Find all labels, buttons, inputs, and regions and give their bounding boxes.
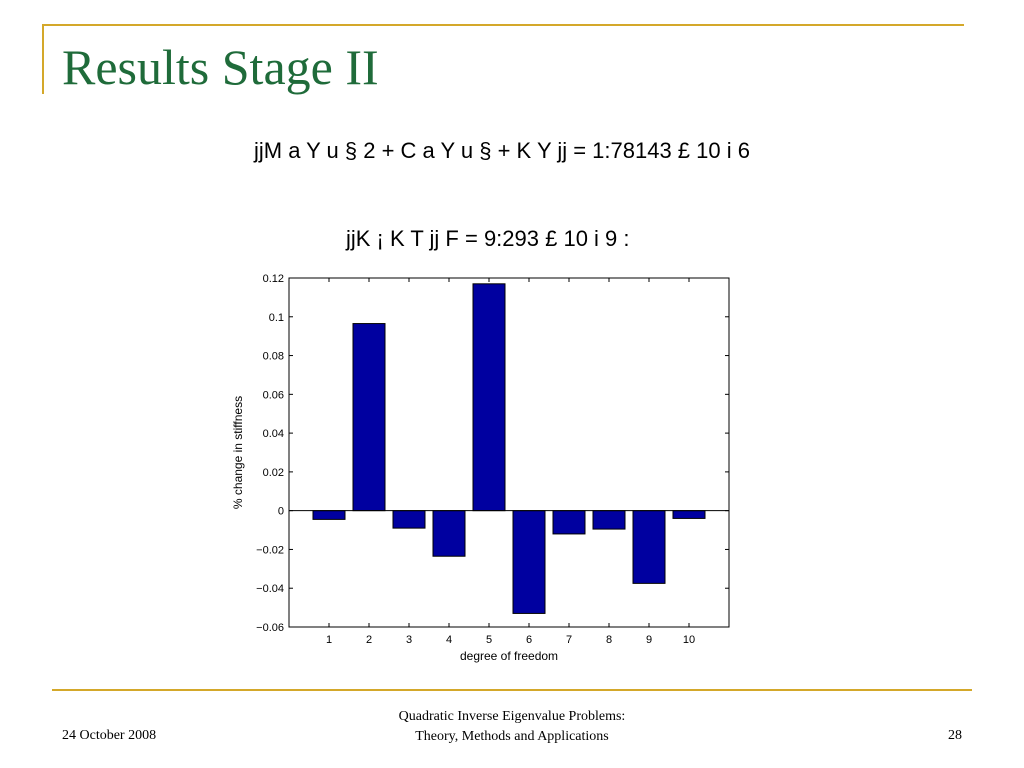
x-tick-label: 4 — [446, 634, 452, 646]
bar-dof-5 — [472, 283, 506, 512]
equation-frobenius-norm: jjK ¡ K T jj F = 9:293 £ 10 i 9 : — [346, 226, 630, 251]
x-tick-label: 3 — [406, 634, 412, 646]
plot-frame — [288, 277, 730, 628]
y-tick-label: 0.02 — [263, 467, 284, 479]
left-rule — [42, 24, 44, 94]
bars — [312, 283, 706, 614]
bar-dof-2 — [352, 323, 386, 512]
y-tick-label: −0.04 — [256, 583, 284, 595]
bar-dof-8 — [592, 510, 626, 530]
y-tick-label: 0 — [278, 506, 284, 518]
x-axis-label: degree of freedom — [460, 649, 558, 663]
bar-dof-7 — [552, 510, 586, 535]
y-tick-label: 0.08 — [263, 351, 284, 363]
bar-dof-6 — [512, 510, 546, 614]
x-tick-label: 5 — [486, 634, 492, 646]
y-tick-label: −0.06 — [256, 622, 284, 634]
y-tick-labels: 0.12 0.1 0.08 0.06 0.04 0.02 0 −0.02 −0.04 −0.06 — [256, 273, 729, 634]
x-tick-labels: 1 2 3 4 5 6 7 8 9 10 — [326, 278, 695, 646]
footer-rule — [52, 689, 972, 691]
y-axis-label: % change in stiffness — [231, 396, 245, 509]
bar-dof-4 — [432, 510, 466, 557]
footer-title-line-2: Theory, Methods and Applications — [415, 729, 609, 744]
top-rule — [42, 24, 964, 26]
y-tick-label: −0.02 — [256, 544, 284, 556]
y-tick-label: 0.06 — [263, 389, 284, 401]
footer-title: Quadratic Inverse Eigenvalue Problems: T… — [312, 707, 712, 747]
bar-dof-1 — [312, 510, 346, 520]
bar-dof-9 — [632, 510, 666, 584]
y-tick-label: 0.12 — [263, 273, 284, 285]
footer-title-line-1: Quadratic Inverse Eigenvalue Problems: — [398, 709, 626, 724]
equation-residual: jjM a Y u § 2 + C a Y u § + K Y jj = 1:7… — [254, 138, 750, 163]
y-tick-label: 0.1 — [269, 312, 284, 324]
x-tick-label: 1 — [326, 634, 332, 646]
bar-dof-3 — [392, 510, 426, 529]
x-tick-label: 9 — [646, 634, 652, 646]
bar-dof-10 — [672, 510, 706, 519]
x-tick-label: 6 — [526, 634, 532, 646]
x-tick-label: 8 — [606, 634, 612, 646]
x-tick-label: 2 — [366, 634, 372, 646]
x-tick-label: 10 — [683, 634, 695, 646]
x-tick-label: 7 — [566, 634, 572, 646]
footer-date: 24 October 2008 — [62, 728, 157, 743]
y-tick-label: 0.04 — [263, 428, 284, 440]
slide-title: Results Stage II — [62, 39, 379, 95]
page-number: 28 — [948, 728, 962, 743]
